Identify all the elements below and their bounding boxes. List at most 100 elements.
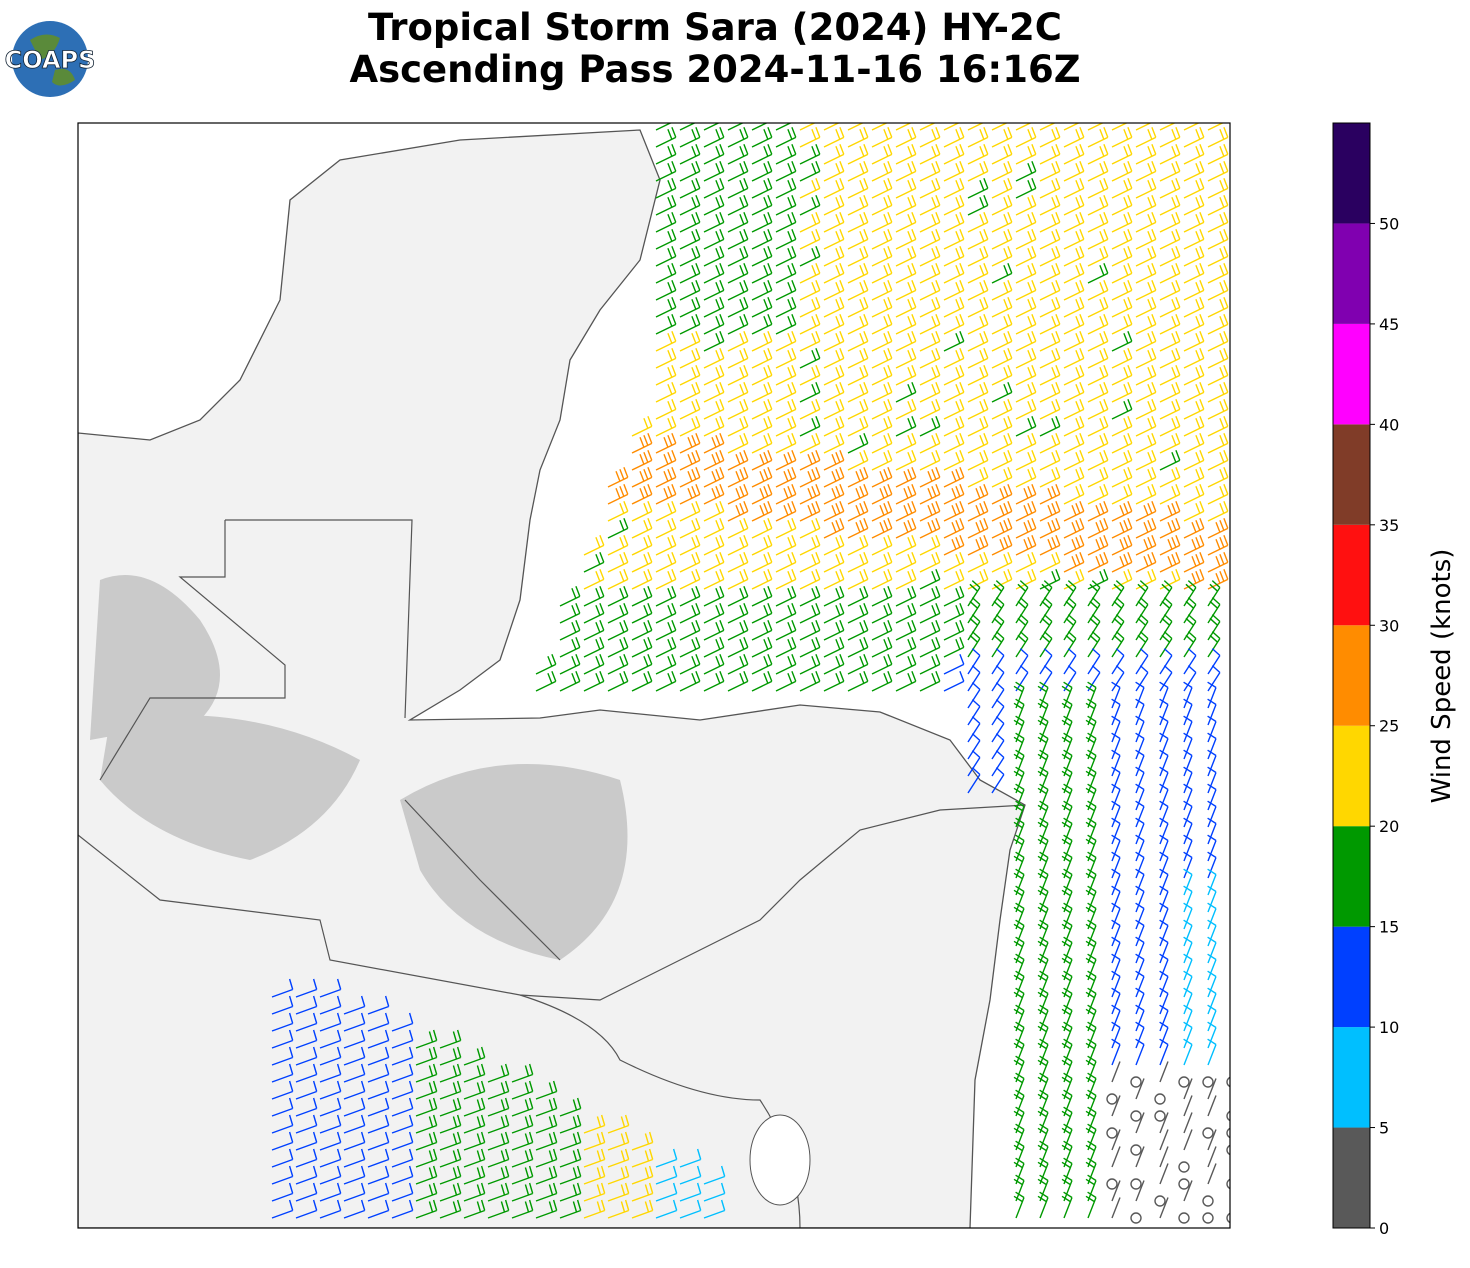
wind-barb bbox=[919, 569, 941, 590]
wind-barb bbox=[799, 416, 821, 437]
wind-barb bbox=[775, 552, 797, 573]
wind-barb bbox=[583, 671, 605, 692]
wind-barb bbox=[703, 263, 725, 284]
wind-barb bbox=[1207, 732, 1217, 760]
wind-barb bbox=[727, 229, 749, 250]
wind-barb bbox=[295, 978, 318, 998]
wind-barb bbox=[919, 620, 941, 641]
wind-barb bbox=[655, 195, 677, 216]
wind-barb bbox=[1159, 331, 1181, 352]
wind-barb bbox=[367, 1114, 390, 1134]
calm-marker bbox=[1130, 1144, 1142, 1156]
wind-barb bbox=[1039, 535, 1061, 556]
wind-barb bbox=[271, 1012, 294, 1032]
wind-barb bbox=[847, 620, 869, 641]
wind-barb bbox=[751, 637, 773, 658]
wind-barb bbox=[1111, 1180, 1121, 1202]
wind-barb bbox=[1183, 331, 1205, 352]
wind-barb bbox=[871, 399, 893, 420]
wind-barb bbox=[871, 450, 893, 471]
colorbar-bin bbox=[1333, 926, 1370, 1028]
wind-barb bbox=[871, 433, 893, 454]
wind-barb bbox=[1135, 127, 1157, 148]
wind-barb bbox=[367, 1063, 390, 1083]
wind-barb bbox=[799, 314, 821, 335]
wind-barb bbox=[631, 1182, 654, 1202]
wind-barb bbox=[799, 484, 821, 505]
wind-barb bbox=[559, 586, 581, 607]
wind-barb bbox=[1039, 484, 1061, 505]
wind-barb bbox=[895, 484, 917, 505]
wind-barb bbox=[943, 484, 965, 505]
wind-barb bbox=[799, 365, 821, 386]
wind-barb bbox=[1207, 749, 1217, 777]
wind-barb bbox=[343, 1097, 366, 1117]
wind-barb bbox=[703, 416, 725, 437]
wind-barb bbox=[583, 1165, 606, 1185]
wind-barb bbox=[1207, 1004, 1217, 1032]
wind-barb bbox=[1039, 331, 1061, 352]
wind-barb bbox=[919, 552, 941, 573]
wind-barb bbox=[1135, 501, 1157, 522]
wind-barb bbox=[319, 978, 342, 998]
wind-barb bbox=[775, 263, 797, 284]
wind-barb bbox=[511, 1097, 534, 1117]
wind-barb bbox=[847, 433, 869, 454]
wind-barb bbox=[1015, 648, 1029, 675]
wind-barb bbox=[271, 1182, 294, 1202]
wind-barb bbox=[1159, 161, 1181, 182]
wind-barb bbox=[895, 280, 917, 301]
wind-barb bbox=[1111, 1146, 1121, 1168]
wind-barb bbox=[847, 331, 869, 352]
wind-barb bbox=[1159, 365, 1181, 386]
wind-barb bbox=[1039, 433, 1061, 454]
wind-barb bbox=[1087, 597, 1101, 624]
wind-barb bbox=[847, 603, 869, 624]
wind-barb bbox=[679, 348, 701, 369]
wind-barb bbox=[919, 365, 941, 386]
wind-barb bbox=[1207, 597, 1221, 624]
wind-barb bbox=[967, 716, 981, 743]
wind-barb bbox=[1183, 535, 1205, 556]
wind-barb bbox=[871, 654, 893, 675]
wind-barb bbox=[631, 671, 653, 692]
colorbar-label: Wind Speed (knots) bbox=[1427, 549, 1457, 804]
wind-barb bbox=[967, 365, 989, 386]
wind-barb bbox=[943, 263, 965, 284]
wind-barb bbox=[559, 1097, 582, 1117]
wind-barb bbox=[1207, 1146, 1217, 1168]
wind-barb bbox=[415, 1148, 438, 1168]
wind-barb bbox=[895, 331, 917, 352]
wind-barb bbox=[1111, 665, 1125, 692]
wind-barb bbox=[655, 654, 677, 675]
wind-barb bbox=[751, 654, 773, 675]
wind-barb bbox=[1111, 631, 1125, 658]
wind-barb bbox=[1111, 263, 1133, 284]
wind-barb bbox=[727, 637, 749, 658]
wind-barb bbox=[679, 654, 701, 675]
wind-barb bbox=[775, 416, 797, 437]
wind-barb bbox=[871, 671, 893, 692]
wind-barb bbox=[991, 178, 1013, 199]
wind-barb bbox=[1015, 382, 1037, 403]
wind-barb bbox=[319, 995, 342, 1015]
wind-barb bbox=[559, 1165, 582, 1185]
wind-barb bbox=[271, 1046, 294, 1066]
wind-barb bbox=[295, 1165, 318, 1185]
wind-barb bbox=[1207, 501, 1229, 522]
wind-barb bbox=[943, 229, 965, 250]
wind-barb bbox=[871, 552, 893, 573]
wind-barb bbox=[967, 161, 989, 182]
wind-barb bbox=[1232, 161, 1252, 181]
wind-barb bbox=[703, 433, 725, 454]
wind-barb bbox=[1207, 902, 1217, 930]
wind-barb bbox=[1039, 178, 1061, 199]
wind-barb bbox=[1183, 648, 1197, 675]
wind-barb bbox=[823, 331, 845, 352]
wind-barb bbox=[1111, 597, 1125, 624]
wind-barb bbox=[1232, 767, 1240, 793]
wind-barb bbox=[1015, 123, 1033, 131]
wind-barb bbox=[559, 671, 581, 692]
wind-barb bbox=[1232, 1022, 1240, 1048]
